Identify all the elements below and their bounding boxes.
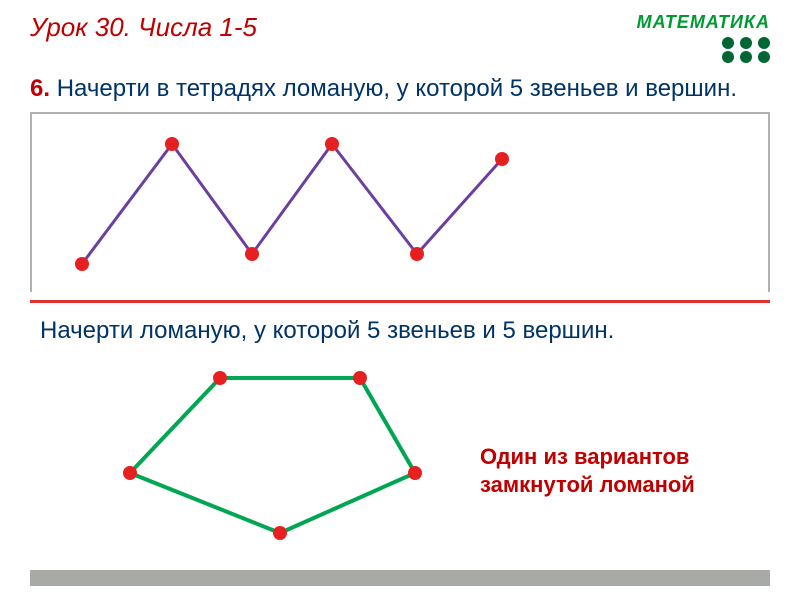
vertex-dot xyxy=(410,247,424,261)
task-number: 6. xyxy=(30,75,50,102)
subject-block: МАТЕМАТИКА xyxy=(637,12,770,65)
subject-label: МАТЕМАТИКА xyxy=(637,12,770,33)
panel-top-wrap xyxy=(30,112,770,292)
vertex-dot xyxy=(75,257,89,271)
header-dot xyxy=(740,51,752,63)
vertex-dot xyxy=(273,526,287,540)
vertex-dot xyxy=(123,466,137,480)
header-dot xyxy=(758,37,770,49)
subtask-text: Начерти ломаную, у которой 5 звеньев и 5… xyxy=(0,303,800,345)
caption: Один из вариантов замкнутой ломаной xyxy=(480,443,730,498)
header-dot xyxy=(722,51,734,63)
open-polyline-diagram xyxy=(32,114,768,290)
footer-bar xyxy=(30,570,770,586)
vertex-dot xyxy=(165,137,179,151)
vertex-dot xyxy=(408,466,422,480)
header: Урок 30. Числа 1-5 МАТЕМАТИКА xyxy=(0,0,800,65)
caption-line1: Один из вариантов xyxy=(480,443,730,471)
header-dot xyxy=(758,51,770,63)
vertex-dot xyxy=(245,247,259,261)
closed-polyline-diagram xyxy=(30,353,490,563)
lesson-title: Урок 30. Числа 1-5 xyxy=(30,12,257,43)
task-body: Начерти в тетрадях ломаную, у которой 5 … xyxy=(57,75,737,102)
panel-bottom: Один из вариантов замкнутой ломаной xyxy=(30,353,770,563)
vertex-dot xyxy=(353,371,367,385)
vertex-dot xyxy=(213,371,227,385)
task-text: 6. Начерти в тетрадях ломаную, у которой… xyxy=(0,65,800,104)
header-dots xyxy=(637,37,770,63)
header-dot xyxy=(740,37,752,49)
vertex-dot xyxy=(495,152,509,166)
caption-line2: замкнутой ломаной xyxy=(480,471,730,499)
vertex-dot xyxy=(325,137,339,151)
header-dot xyxy=(722,37,734,49)
panel-top xyxy=(30,112,770,292)
